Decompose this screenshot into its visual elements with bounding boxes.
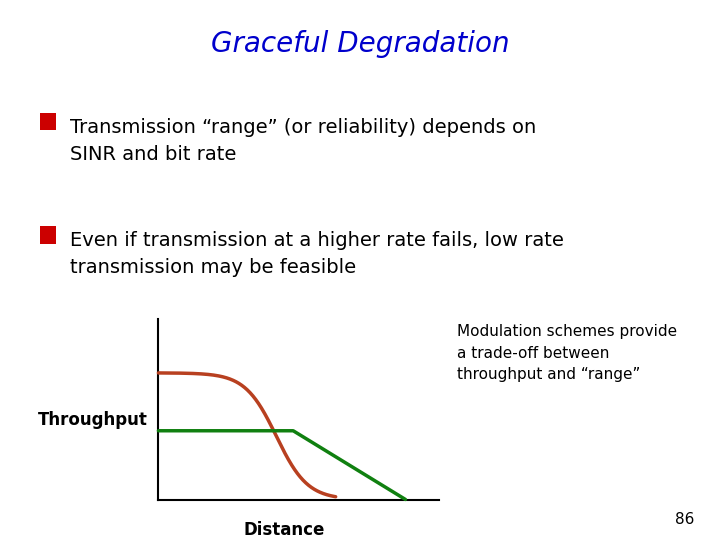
Bar bbox=[40, 113, 55, 130]
Text: Distance: Distance bbox=[243, 521, 325, 539]
Text: Modulation schemes provide
a trade-off between
throughput and “range”: Modulation schemes provide a trade-off b… bbox=[457, 324, 678, 382]
Bar bbox=[40, 226, 55, 244]
Text: Graceful Degradation: Graceful Degradation bbox=[211, 30, 509, 58]
Text: 86: 86 bbox=[675, 511, 695, 526]
Text: Transmission “range” (or reliability) depends on
SINR and bit rate: Transmission “range” (or reliability) de… bbox=[70, 118, 536, 164]
Text: Even if transmission at a higher rate fails, low rate
transmission may be feasib: Even if transmission at a higher rate fa… bbox=[70, 232, 564, 277]
Text: Throughput: Throughput bbox=[37, 411, 148, 429]
